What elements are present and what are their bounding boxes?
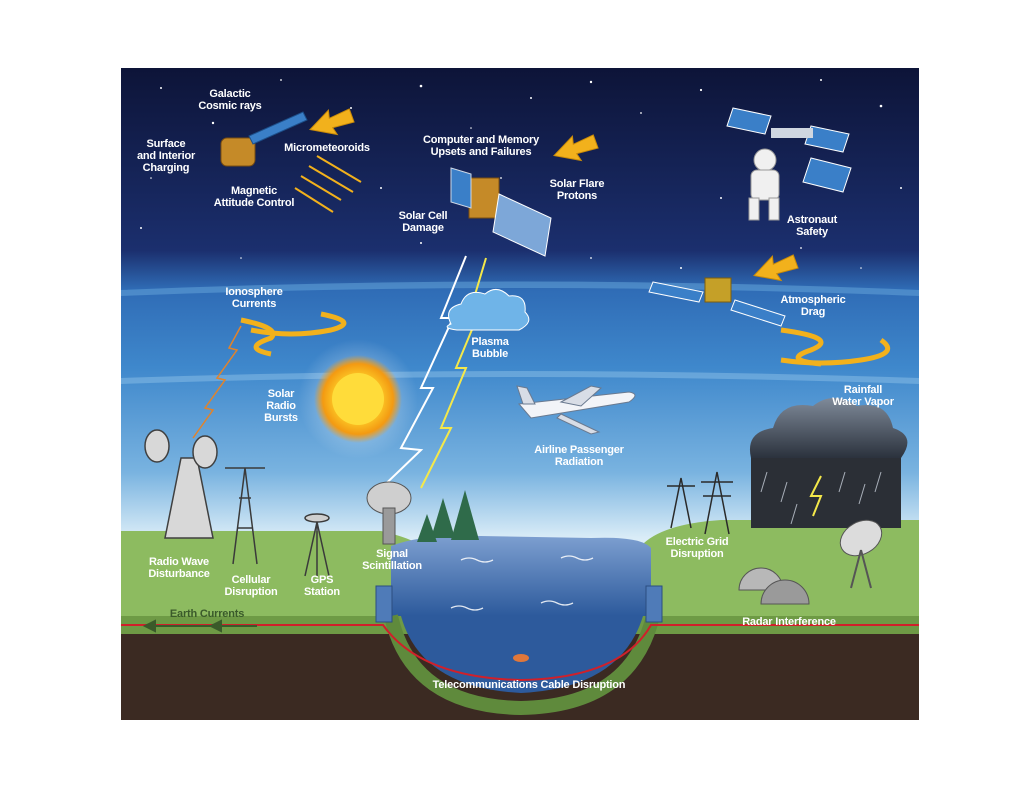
satellite-center bbox=[450, 167, 552, 257]
label-airline-passenger-radiation: Airline Passenger Radiation bbox=[534, 444, 624, 468]
micrometeoroid-streaks bbox=[294, 155, 362, 213]
stars bbox=[140, 79, 902, 269]
label-computer-memory-upsets: Computer and Memory Upsets and Failures bbox=[423, 134, 539, 158]
label-astronaut-safety: Astronaut Safety bbox=[786, 214, 838, 238]
label-radio-wave-disturbance: Radio Wave Disturbance bbox=[148, 556, 210, 580]
label-plasma-bubble: Plasma Bubble bbox=[471, 336, 509, 360]
space-station bbox=[726, 107, 852, 193]
satellite-drag bbox=[648, 277, 786, 327]
lightning-white bbox=[370, 255, 467, 499]
power-pylons bbox=[667, 471, 733, 535]
space-weather-diagram: Galactic Cosmic rays Surface and Interio… bbox=[121, 68, 919, 720]
ground-left bbox=[121, 531, 421, 616]
label-signal-scintillation: Signal Scintillation bbox=[362, 548, 422, 572]
storm-cloud bbox=[749, 398, 908, 528]
label-rainfall-water-vapor: Rainfall Water Vapor bbox=[832, 384, 894, 408]
label-radar-interference: Radar Interference bbox=[742, 616, 836, 628]
orange-arrows bbox=[308, 108, 799, 282]
label-atmospheric-drag: Atmospheric Drag bbox=[780, 294, 846, 318]
label-cellular-disruption: Cellular Disruption bbox=[224, 574, 278, 598]
airplane bbox=[516, 385, 636, 435]
telecom-cable bbox=[121, 624, 919, 682]
lake bbox=[391, 535, 651, 616]
radio-tower bbox=[144, 429, 218, 539]
label-telecom-cable-disruption: Telecommunications Cable Disruption bbox=[432, 679, 626, 691]
trees bbox=[417, 490, 479, 542]
earth-currents-arrows bbox=[142, 619, 257, 633]
swirl-arrows bbox=[240, 311, 891, 367]
satellite-left bbox=[220, 111, 308, 167]
label-solar-flare-protons: Solar Flare Protons bbox=[549, 178, 605, 202]
cell-tower bbox=[225, 467, 265, 565]
diagram-artwork bbox=[121, 68, 919, 720]
astronaut bbox=[748, 148, 780, 221]
gps-station bbox=[304, 513, 330, 577]
plasma-bubble-cloud bbox=[446, 289, 530, 331]
label-solar-radio-bursts: Solar Radio Bursts bbox=[264, 388, 298, 424]
label-magnetic-attitude-control: Magnetic Attitude Control bbox=[213, 185, 295, 209]
label-gps-station: GPS Station bbox=[304, 574, 340, 598]
label-ionosphere-currents: Ionosphere Currents bbox=[225, 286, 283, 310]
label-micrometeoroids: Micrometeoroids bbox=[284, 142, 370, 154]
satellite-dish bbox=[366, 481, 412, 545]
radar-dish bbox=[839, 519, 883, 589]
label-electric-grid-disruption: Electric Grid Disruption bbox=[665, 536, 729, 560]
label-surface-interior-charging: Surface and Interior Charging bbox=[136, 138, 196, 174]
radar-domes bbox=[738, 567, 810, 605]
label-galactic-cosmic-rays: Galactic Cosmic rays bbox=[198, 88, 262, 112]
label-solar-cell-damage: Solar Cell Damage bbox=[398, 210, 448, 234]
label-earth-currents: Earth Currents bbox=[169, 608, 245, 620]
